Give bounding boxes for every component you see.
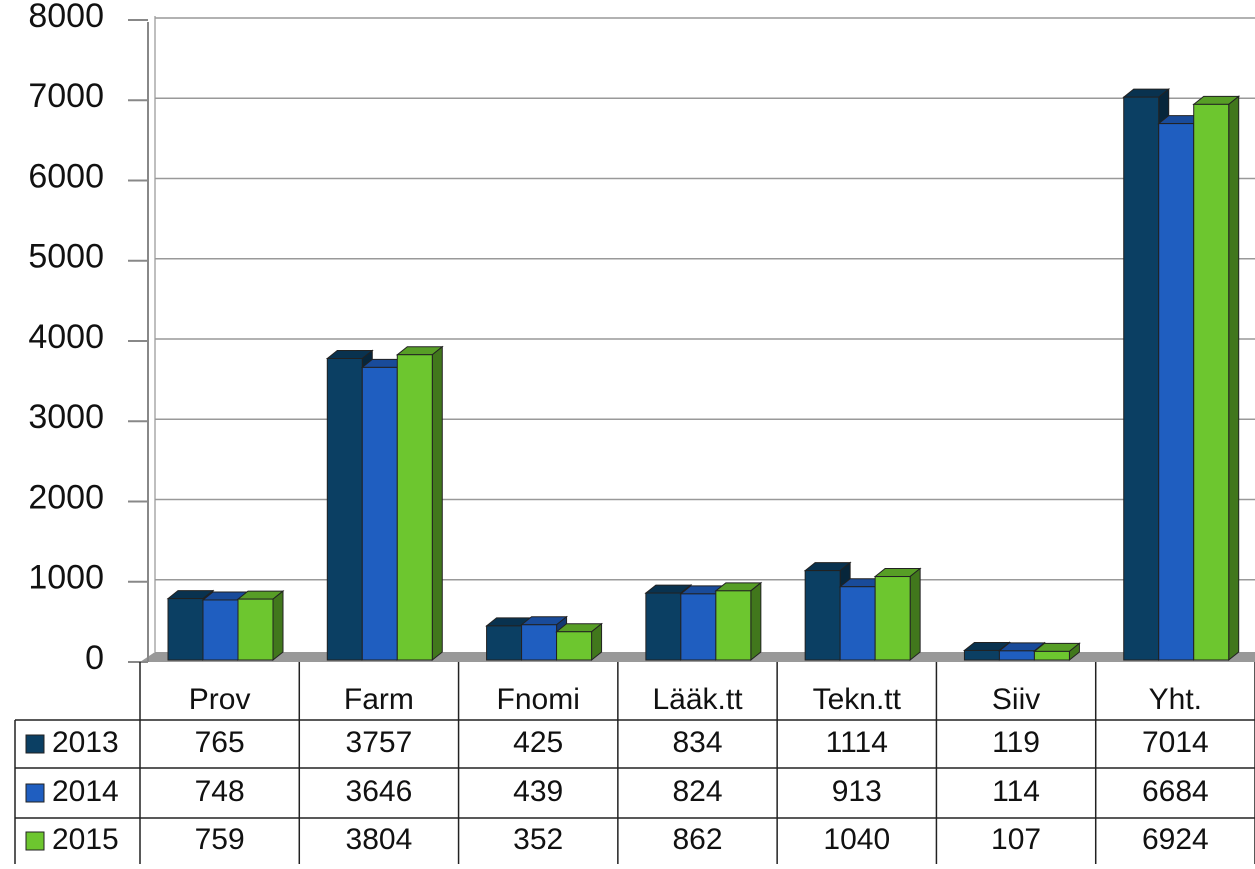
table-value: 913 <box>832 775 882 808</box>
table-value: 107 <box>991 823 1041 856</box>
y-tick-label: 4000 <box>28 318 104 356</box>
bar <box>1193 103 1230 661</box>
table-value: 765 <box>195 726 245 759</box>
bar <box>326 358 363 661</box>
bar <box>839 586 876 661</box>
table-value: 114 <box>992 775 1040 808</box>
y-tick-label: 2000 <box>28 478 104 516</box>
bar <box>1158 123 1195 661</box>
table-value: 834 <box>672 726 722 759</box>
x-tick-label: Yht. <box>1149 683 1202 716</box>
table-value: 119 <box>992 726 1040 759</box>
bar <box>963 649 1000 661</box>
bar <box>237 598 274 661</box>
table-value: 6684 <box>1142 775 1209 808</box>
bar <box>396 354 433 661</box>
bar <box>1123 96 1160 661</box>
bar-side <box>272 590 284 662</box>
bar <box>874 576 911 661</box>
table-value: 3646 <box>346 775 413 808</box>
x-tick-label: Siiv <box>992 683 1040 716</box>
y-tick-label: 0 <box>85 639 104 677</box>
bar-side <box>1228 95 1240 662</box>
bar <box>202 599 239 661</box>
table-value: 824 <box>672 775 722 808</box>
legend-label: 2015 <box>52 823 119 856</box>
legend-swatch <box>25 783 45 803</box>
y-tick-label: 3000 <box>28 398 104 436</box>
bar <box>715 590 752 661</box>
legend-swatch <box>25 734 45 754</box>
bar <box>486 625 523 661</box>
y-tick-label: 6000 <box>28 157 104 195</box>
bar-side <box>909 567 921 662</box>
table-value: 862 <box>672 823 722 856</box>
bar <box>804 570 841 661</box>
bar <box>361 366 398 661</box>
legend-swatch <box>25 831 45 851</box>
x-tick-label: Farm <box>344 683 414 716</box>
x-tick-label: Lääk.tt <box>652 683 743 716</box>
table-value: 748 <box>195 775 245 808</box>
legend-label: 2014 <box>52 775 119 808</box>
legend-label: 2013 <box>52 726 119 759</box>
table-value: 3804 <box>346 823 413 856</box>
table-value: 439 <box>513 775 563 808</box>
bar <box>680 593 717 661</box>
table-value: 759 <box>195 823 245 856</box>
table-value: 3757 <box>346 726 413 759</box>
table-value: 425 <box>513 726 563 759</box>
table-value: 7014 <box>1142 726 1209 759</box>
table-value: 1040 <box>823 823 890 856</box>
bar <box>167 598 204 661</box>
x-tick-label: Prov <box>189 683 251 716</box>
y-tick-label: 1000 <box>28 559 104 597</box>
bar <box>1033 650 1070 661</box>
y-tick-label: 8000 <box>28 0 104 35</box>
x-tick-label: Fnomi <box>497 683 580 716</box>
bar-side <box>750 581 762 662</box>
bar <box>521 624 558 661</box>
table-value: 1114 <box>826 726 888 759</box>
y-tick-label: 5000 <box>28 238 104 276</box>
x-tick-label: Tekn.tt <box>813 683 902 716</box>
bar <box>645 592 682 661</box>
table-value: 352 <box>513 823 563 856</box>
bar <box>556 631 593 661</box>
bar-side <box>431 345 443 662</box>
bar <box>998 650 1035 661</box>
table-value: 6924 <box>1142 823 1209 856</box>
y-tick-label: 7000 <box>28 77 104 115</box>
